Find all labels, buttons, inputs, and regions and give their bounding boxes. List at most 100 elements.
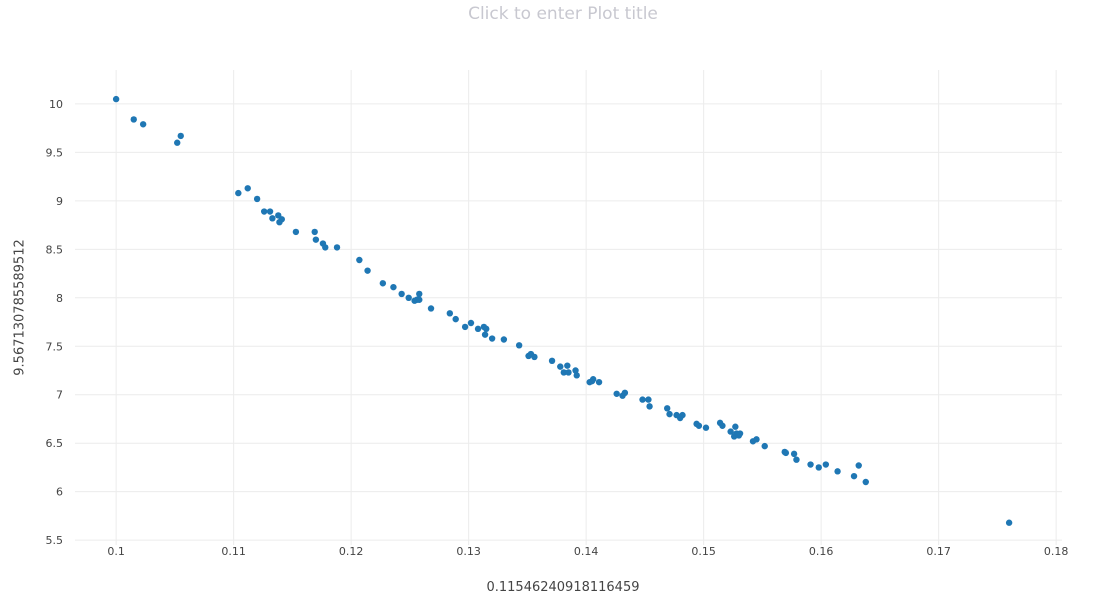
x-tick-label: 0.15 <box>691 545 716 558</box>
data-point[interactable] <box>427 305 435 312</box>
data-point[interactable] <box>572 367 579 374</box>
data-points <box>112 95 1013 526</box>
data-point[interactable] <box>595 378 603 386</box>
y-tick-label: 8 <box>56 292 63 305</box>
data-point[interactable] <box>322 244 329 251</box>
data-point[interactable] <box>364 267 371 274</box>
data-point[interactable] <box>645 396 652 403</box>
data-point[interactable] <box>565 369 572 376</box>
y-tick-label: 10 <box>49 98 63 111</box>
data-point[interactable] <box>474 325 482 333</box>
data-point[interactable] <box>174 139 181 146</box>
y-tick-label: 6 <box>56 486 63 499</box>
y-tick-labels: 5.5 6 6.5 7 7.5 8 8.5 9 9.5 10 <box>46 98 64 547</box>
data-point[interactable] <box>531 353 538 361</box>
y-tick-label: 9.5 <box>46 146 64 159</box>
data-point[interactable] <box>390 283 397 291</box>
x-axis-label[interactable]: 0.11546240918116459 <box>486 580 640 595</box>
x-tick-labels: 0.1 0.11 0.12 0.13 0.14 0.15 0.16 0.17 0.18 <box>107 545 1068 558</box>
data-point[interactable] <box>416 296 423 303</box>
data-point[interactable] <box>548 357 556 365</box>
data-point[interactable] <box>639 396 646 403</box>
data-point[interactable] <box>488 335 496 342</box>
y-tick-label: 7 <box>56 389 63 402</box>
data-point[interactable] <box>278 216 285 223</box>
data-point[interactable] <box>379 280 387 287</box>
data-point[interactable] <box>736 430 744 437</box>
data-point[interactable] <box>416 290 423 298</box>
data-point[interactable] <box>727 428 734 435</box>
data-point[interactable] <box>139 121 147 128</box>
data-point[interactable] <box>405 294 412 302</box>
data-point[interactable] <box>260 208 268 215</box>
y-tick-label: 6.5 <box>46 437 64 450</box>
data-point[interactable] <box>679 411 686 419</box>
x-tick-label: 0.16 <box>809 545 834 558</box>
data-point[interactable] <box>862 478 869 486</box>
data-point[interactable] <box>790 450 798 458</box>
x-tick-label: 0.1 <box>107 545 125 558</box>
data-point[interactable] <box>461 323 469 331</box>
data-point[interactable] <box>1005 519 1013 526</box>
grid-lines <box>75 70 1062 545</box>
data-point[interactable] <box>177 132 184 140</box>
data-point[interactable] <box>782 449 790 457</box>
data-point[interactable] <box>467 319 475 327</box>
data-point[interactable] <box>855 462 862 469</box>
y-tick-label: 9 <box>56 195 63 208</box>
data-point[interactable] <box>589 376 597 383</box>
data-point[interactable] <box>481 331 489 338</box>
data-point[interactable] <box>646 403 653 410</box>
y-axis-label[interactable]: 9.567130785589512 <box>12 239 28 376</box>
data-point[interactable] <box>815 464 822 471</box>
data-point[interactable] <box>573 372 580 379</box>
data-point[interactable] <box>664 405 671 412</box>
data-point[interactable] <box>266 208 274 215</box>
y-tick-label: 5.5 <box>46 534 64 547</box>
data-point[interactable] <box>621 389 629 397</box>
data-point[interactable] <box>834 468 841 475</box>
data-point[interactable] <box>312 236 320 243</box>
y-tick-label: 8.5 <box>46 243 64 256</box>
data-point[interactable] <box>235 189 242 197</box>
data-point[interactable] <box>557 363 564 370</box>
data-point[interactable] <box>807 461 814 468</box>
data-point[interactable] <box>356 256 363 264</box>
data-point[interactable] <box>613 390 620 397</box>
data-point[interactable] <box>564 362 571 369</box>
data-point[interactable] <box>793 456 800 463</box>
data-point[interactable] <box>850 472 858 480</box>
x-tick-label: 0.14 <box>574 545 599 558</box>
data-point[interactable] <box>500 336 508 343</box>
x-tick-label: 0.12 <box>339 545 364 558</box>
data-point[interactable] <box>452 315 459 323</box>
data-point[interactable] <box>753 436 760 443</box>
data-point[interactable] <box>702 424 710 431</box>
data-point[interactable] <box>560 369 567 376</box>
data-point[interactable] <box>695 422 703 429</box>
data-point[interactable] <box>333 244 341 251</box>
y-tick-label: 7.5 <box>46 340 64 353</box>
data-point[interactable] <box>515 342 523 349</box>
data-point[interactable] <box>446 310 454 317</box>
data-point[interactable] <box>253 195 261 203</box>
x-tick-label: 0.17 <box>926 545 951 558</box>
data-point[interactable] <box>822 461 830 468</box>
data-point[interactable] <box>112 95 120 103</box>
x-tick-label: 0.13 <box>456 545 481 558</box>
data-point[interactable] <box>719 422 726 429</box>
data-point[interactable] <box>244 185 251 192</box>
data-point[interactable] <box>732 423 739 430</box>
data-point[interactable] <box>130 116 137 123</box>
x-tick-label: 0.11 <box>221 545 246 558</box>
data-point[interactable] <box>269 215 276 222</box>
data-point[interactable] <box>483 325 490 333</box>
data-point[interactable] <box>666 410 673 418</box>
data-point[interactable] <box>761 442 768 450</box>
data-point[interactable] <box>311 228 318 236</box>
data-point[interactable] <box>292 228 300 236</box>
x-tick-label: 0.18 <box>1044 545 1069 558</box>
chart-title[interactable]: Click to enter Plot title <box>468 4 658 24</box>
data-point[interactable] <box>398 290 405 298</box>
